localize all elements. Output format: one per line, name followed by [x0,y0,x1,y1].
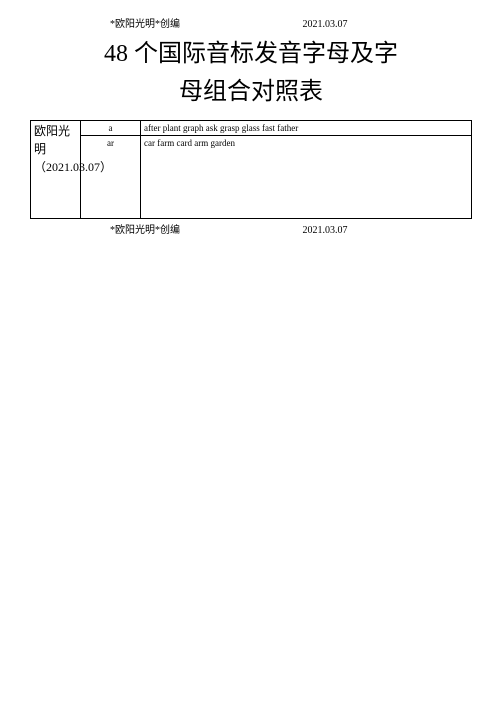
page-header: *欧阳光明*创编 2021.03.07 [30,15,472,30]
footer-date: 2021.03.07 [303,225,348,236]
page-title: 48 个国际音标发音字母及字 母组合对照表 [30,35,472,112]
sidebar-author-cell: 欧阳光明（2021.03.07） [31,120,81,218]
footer-author: *欧阳光明*创编 [110,225,180,236]
header-date: 2021.03.07 [303,19,348,30]
header-author: *欧阳光明*创编 [110,19,180,30]
page-footer: *欧阳光明*创编 2021.03.07 [30,221,472,236]
phonetic-table: 欧阳光明（2021.03.07）aafter plant graph ask g… [30,120,472,219]
